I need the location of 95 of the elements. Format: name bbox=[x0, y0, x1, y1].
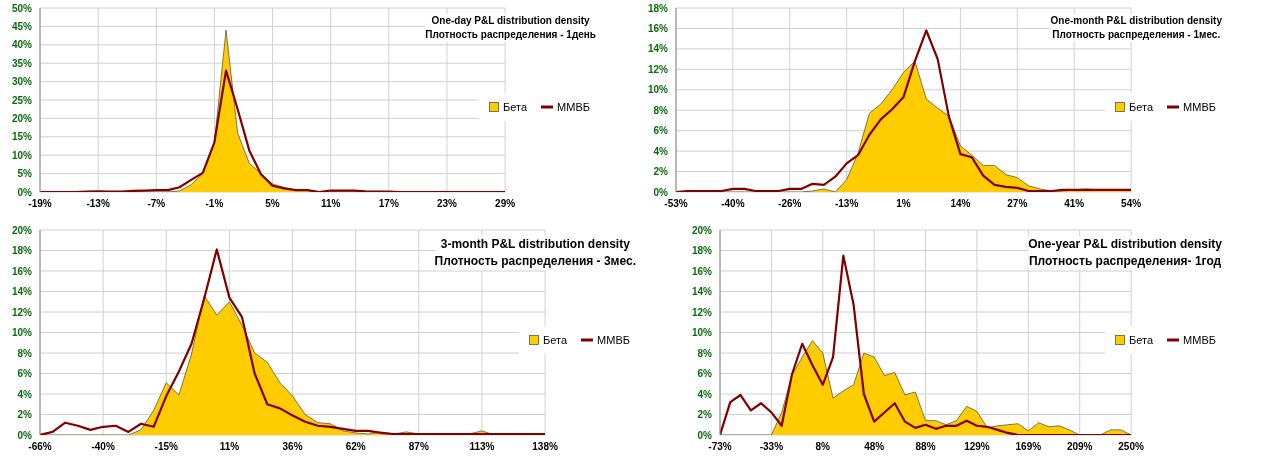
y-tick-label: 10% bbox=[647, 84, 669, 96]
x-tick-label: 14% bbox=[950, 198, 971, 210]
y-tick-label: 4% bbox=[17, 388, 33, 400]
x-tick-label: 169% bbox=[1015, 441, 1042, 453]
x-tick-label: 87% bbox=[408, 441, 429, 453]
y-tick-label: 18% bbox=[647, 2, 669, 14]
text: 3-month P&L distribution density bbox=[439, 236, 631, 253]
x-tick-label: -13% bbox=[834, 198, 859, 210]
y-tick-label: 50% bbox=[11, 2, 33, 14]
x-tick-label: 250% bbox=[1118, 441, 1144, 453]
x-tick-label: 8% bbox=[815, 441, 831, 453]
y-tick-label: 6% bbox=[17, 368, 33, 380]
y-tick-label: 30% bbox=[11, 76, 33, 88]
x-tick-label: 88% bbox=[915, 441, 936, 453]
x-tick-label: -40% bbox=[721, 198, 745, 210]
y-tick-label: 25% bbox=[11, 94, 33, 106]
y-tick-label: 40% bbox=[11, 39, 33, 51]
y-tick-label: 45% bbox=[11, 20, 33, 32]
y-tick-label: 12% bbox=[11, 306, 33, 318]
text: One-year P&L distribution density bbox=[1028, 236, 1222, 253]
y-tick-label: 4% bbox=[653, 145, 669, 157]
y-tick-label: 16% bbox=[691, 265, 713, 277]
y-tick-label: 16% bbox=[647, 22, 669, 34]
x-tick-label: -73% bbox=[708, 441, 732, 453]
x-tick-label: 48% bbox=[864, 441, 885, 453]
y-tick-label: 12% bbox=[647, 63, 669, 75]
y-tick-label: 20% bbox=[691, 224, 713, 236]
text: Плотность распределения - 1мес. bbox=[1051, 28, 1222, 42]
legend-label: Бета bbox=[1129, 333, 1154, 346]
x-tick-label: 129% bbox=[964, 441, 990, 453]
x-tick-label: 5% bbox=[265, 198, 280, 210]
x-tick-label: -13% bbox=[86, 198, 110, 210]
y-tick-label: 8% bbox=[653, 104, 669, 116]
y-tick-label: 0% bbox=[17, 186, 33, 198]
y-tick-label: 16% bbox=[11, 265, 33, 277]
x-tick-label: 138% bbox=[532, 441, 558, 453]
legend-label: Бета bbox=[543, 333, 568, 346]
y-tick-label: 18% bbox=[691, 245, 713, 257]
y-tick-label: 10% bbox=[691, 327, 713, 339]
y-tick-label: 0% bbox=[653, 186, 669, 198]
x-tick-label: 27% bbox=[1007, 198, 1028, 210]
x-tick-label: 1% bbox=[896, 198, 911, 210]
y-tick-label: 5% bbox=[17, 168, 33, 180]
y-tick-label: 20% bbox=[11, 112, 33, 124]
y-tick-label: 20% bbox=[11, 224, 33, 236]
y-tick-label: 8% bbox=[697, 347, 713, 359]
x-tick-label: -15% bbox=[154, 441, 179, 453]
text: One-month P&L distribution density bbox=[1050, 14, 1222, 28]
x-tick-label: 11% bbox=[320, 198, 341, 210]
x-tick-label: -1% bbox=[205, 198, 224, 210]
x-tick-label: 29% bbox=[495, 198, 516, 210]
legend-label: ММВБ bbox=[557, 101, 590, 113]
legend-label: ММВБ bbox=[1183, 101, 1216, 113]
y-tick-label: 14% bbox=[691, 286, 713, 298]
legend-label: ММВБ bbox=[1183, 333, 1216, 346]
y-tick-label: 10% bbox=[11, 327, 33, 339]
y-tick-label: 0% bbox=[17, 429, 33, 441]
y-tick-label: 10% bbox=[11, 149, 33, 161]
x-tick-label: 62% bbox=[345, 441, 366, 453]
y-tick-label: 8% bbox=[17, 347, 33, 359]
y-tick-label: 35% bbox=[11, 57, 33, 69]
y-tick-label: 6% bbox=[653, 125, 669, 137]
legend-label: ММВБ bbox=[597, 333, 630, 346]
y-tick-label: 2% bbox=[697, 409, 713, 421]
y-tick-label: 6% bbox=[697, 368, 713, 380]
y-tick-label: 12% bbox=[691, 306, 713, 318]
y-tick-label: 0% bbox=[697, 429, 713, 441]
x-tick-label: 54% bbox=[1121, 198, 1142, 210]
y-tick-label: 15% bbox=[11, 131, 33, 143]
x-tick-label: -26% bbox=[778, 198, 802, 210]
text: One-day P&L distribution density bbox=[430, 14, 591, 28]
x-tick-label: 17% bbox=[378, 198, 399, 210]
x-tick-label: -66% bbox=[28, 441, 52, 453]
legend-label: Бета bbox=[1129, 101, 1154, 113]
x-tick-label: -33% bbox=[759, 441, 784, 453]
text: Плотность распределения - 3мес. bbox=[434, 252, 636, 270]
x-tick-label: 41% bbox=[1064, 198, 1085, 210]
x-tick-label: 209% bbox=[1066, 441, 1093, 453]
y-tick-label: 14% bbox=[647, 43, 669, 55]
y-tick-label: 4% bbox=[697, 388, 713, 400]
y-tick-label: 18% bbox=[11, 245, 33, 257]
y-tick-label: 2% bbox=[653, 166, 669, 178]
x-tick-label: -40% bbox=[91, 441, 115, 453]
x-tick-label: -53% bbox=[664, 198, 688, 210]
y-tick-label: 14% bbox=[11, 286, 33, 298]
x-tick-label: -19% bbox=[28, 198, 52, 210]
text: Плотность распределения- 1год bbox=[1028, 252, 1222, 270]
x-tick-label: 23% bbox=[436, 198, 458, 210]
x-tick-label: -7% bbox=[147, 198, 166, 210]
legend-label: Бета bbox=[503, 101, 528, 113]
x-tick-label: 36% bbox=[282, 441, 303, 453]
x-tick-label: 113% bbox=[469, 441, 495, 453]
y-tick-label: 2% bbox=[17, 409, 33, 421]
x-tick-label: 11% bbox=[219, 441, 240, 453]
text: Плотность распределения - 1день bbox=[425, 28, 596, 42]
